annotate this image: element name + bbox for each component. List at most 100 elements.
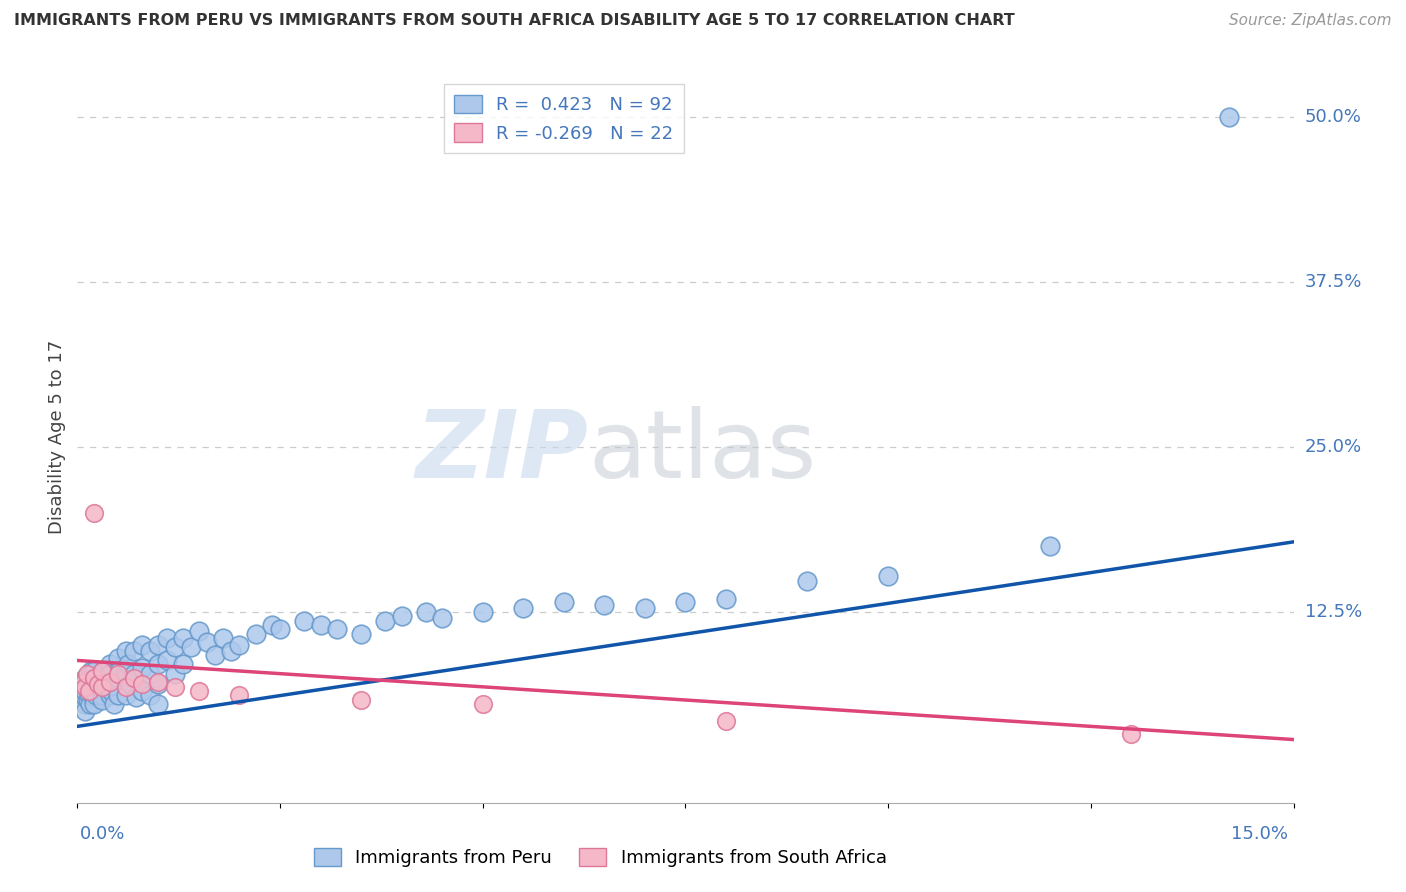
Point: [79, 683, 101, 698]
Point: [634, 600, 657, 615]
Point: [269, 622, 291, 636]
Point: [73, 697, 96, 711]
Point: [80, 688, 103, 702]
Point: [155, 653, 177, 667]
Point: [155, 631, 177, 645]
Point: [100, 683, 122, 698]
Point: [79, 674, 101, 689]
Point: [79, 697, 101, 711]
Point: [98, 657, 121, 672]
Point: [115, 680, 138, 694]
Y-axis label: Disability Age 5 to 17: Disability Age 5 to 17: [48, 340, 66, 534]
Point: [98, 688, 121, 702]
Point: [1039, 539, 1062, 553]
Text: Source: ZipAtlas.com: Source: ZipAtlas.com: [1229, 13, 1392, 29]
Point: [98, 666, 121, 681]
Point: [115, 644, 138, 658]
Point: [76, 680, 98, 694]
Point: [122, 644, 145, 658]
Point: [90, 664, 112, 678]
Point: [75, 680, 97, 694]
Point: [84, 688, 107, 702]
Point: [131, 661, 153, 675]
Point: [148, 677, 170, 691]
Point: [103, 697, 125, 711]
Point: [115, 666, 138, 681]
Point: [83, 690, 105, 705]
Point: [471, 697, 494, 711]
Point: [86, 671, 108, 685]
Text: 25.0%: 25.0%: [1305, 438, 1362, 456]
Point: [309, 618, 332, 632]
Point: [163, 640, 186, 655]
Point: [83, 671, 105, 685]
Point: [163, 666, 186, 681]
Text: atlas: atlas: [588, 406, 817, 498]
Point: [415, 605, 437, 619]
Point: [79, 688, 101, 702]
Point: [877, 569, 900, 583]
Point: [107, 666, 129, 681]
Point: [1121, 727, 1143, 741]
Point: [212, 631, 235, 645]
Point: [90, 677, 112, 691]
Point: [796, 574, 818, 589]
Point: [115, 688, 138, 702]
Point: [430, 611, 453, 625]
Text: 37.5%: 37.5%: [1305, 273, 1362, 291]
Point: [117, 657, 139, 672]
Point: [195, 635, 218, 649]
Text: 50.0%: 50.0%: [1305, 109, 1361, 127]
Point: [350, 627, 373, 641]
Point: [83, 671, 105, 685]
Point: [107, 671, 129, 685]
Point: [188, 683, 211, 698]
Point: [593, 598, 616, 612]
Point: [139, 688, 162, 702]
Point: [75, 704, 97, 718]
Point: [148, 697, 170, 711]
Point: [122, 666, 145, 681]
Point: [107, 688, 129, 702]
Point: [75, 690, 97, 705]
Point: [122, 671, 145, 685]
Point: [83, 664, 105, 678]
Point: [714, 591, 737, 606]
Point: [83, 677, 105, 691]
Point: [148, 657, 170, 672]
Point: [107, 650, 129, 665]
Point: [83, 697, 105, 711]
Point: [245, 627, 267, 641]
Point: [260, 618, 283, 632]
Point: [1218, 111, 1240, 125]
Point: [148, 674, 170, 689]
Point: [204, 648, 226, 663]
Point: [76, 666, 98, 681]
Point: [75, 677, 97, 691]
Point: [90, 680, 112, 694]
Point: [163, 680, 186, 694]
Point: [76, 693, 98, 707]
Point: [350, 693, 373, 707]
Point: [75, 683, 97, 698]
Point: [73, 683, 96, 698]
Point: [131, 677, 153, 691]
Legend: R =  0.423   N = 92, R = -0.269   N = 22: R = 0.423 N = 92, R = -0.269 N = 22: [444, 84, 683, 153]
Point: [471, 605, 494, 619]
Point: [374, 614, 396, 628]
Point: [131, 683, 153, 698]
Point: [73, 674, 96, 689]
Point: [292, 614, 315, 628]
Point: [675, 595, 697, 609]
Point: [90, 688, 112, 702]
Point: [86, 677, 108, 691]
Point: [172, 657, 194, 672]
Point: [84, 680, 107, 694]
Point: [139, 666, 162, 681]
Point: [180, 640, 202, 655]
Point: [83, 506, 105, 520]
Text: ZIP: ZIP: [415, 406, 588, 498]
Text: 15.0%: 15.0%: [1230, 825, 1288, 843]
Point: [228, 688, 250, 702]
Point: [98, 677, 121, 691]
